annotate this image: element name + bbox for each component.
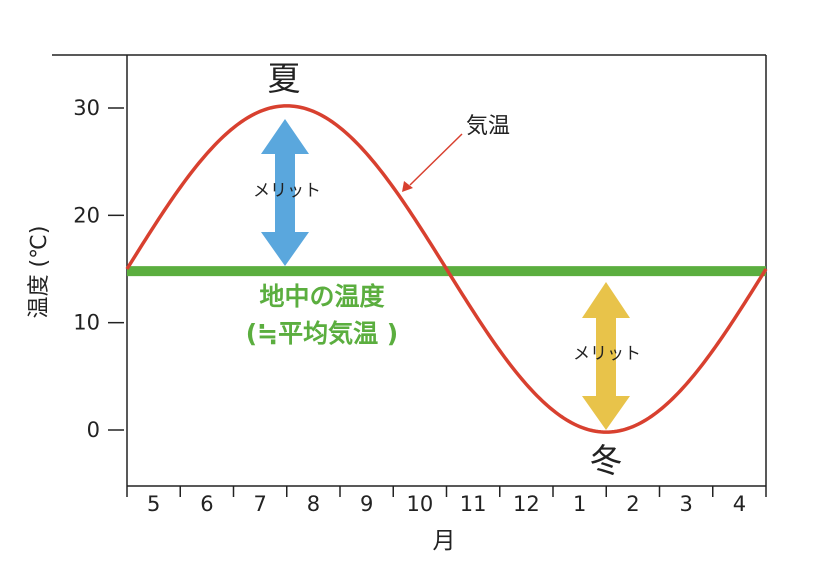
x-tick-label-7: 7 [253,492,266,516]
x-tick-label-11: 11 [460,492,487,516]
summer-arrow-shape [261,119,309,266]
x-tick-label-8: 8 [307,492,320,516]
x-axis: 5 6 7 8 9 10 11 12 1 2 3 4 [126,486,767,516]
x-tick-label-5: 5 [147,492,160,516]
winter-merit-label: メリット [573,344,641,364]
air-temp-label: 気温 [466,114,510,139]
summer-label: 夏 [268,59,301,98]
x-tick-label-6: 6 [200,492,213,516]
y-axis-label: 温度 (℃) [27,226,52,319]
x-tick-label-9: 9 [360,492,373,516]
summer-merit-label: メリット [253,181,321,201]
x-tick-label-1: 1 [573,492,586,516]
x-axis-label: 月 [433,528,456,554]
ground-temp-label: 地中の温度 [259,282,384,311]
x-tick-label-2: 2 [626,492,639,516]
y-tick-label: 20 [73,203,100,227]
ground-temp-sublabel: (≒平均気温 ) [246,319,399,348]
summer-merit-arrow [261,119,309,266]
winter-merit-arrow [582,282,630,430]
x-tick-label-4: 4 [733,492,746,516]
y-tick-label: 0 [87,418,100,442]
x-tick-label-10: 10 [407,492,434,516]
x-tick-label-12: 12 [513,492,540,516]
y-tick-label: 30 [73,96,100,120]
x-tick-label-3: 3 [679,492,692,516]
winter-label: 冬 [590,441,623,480]
air-temp-pointer [402,133,463,192]
winter-arrow-shape [582,282,630,430]
y-axis: 0 10 20 30 [73,96,124,442]
series-air-temperature [125,104,768,434]
series-layer [125,104,768,434]
y-tick-label: 10 [73,311,100,335]
